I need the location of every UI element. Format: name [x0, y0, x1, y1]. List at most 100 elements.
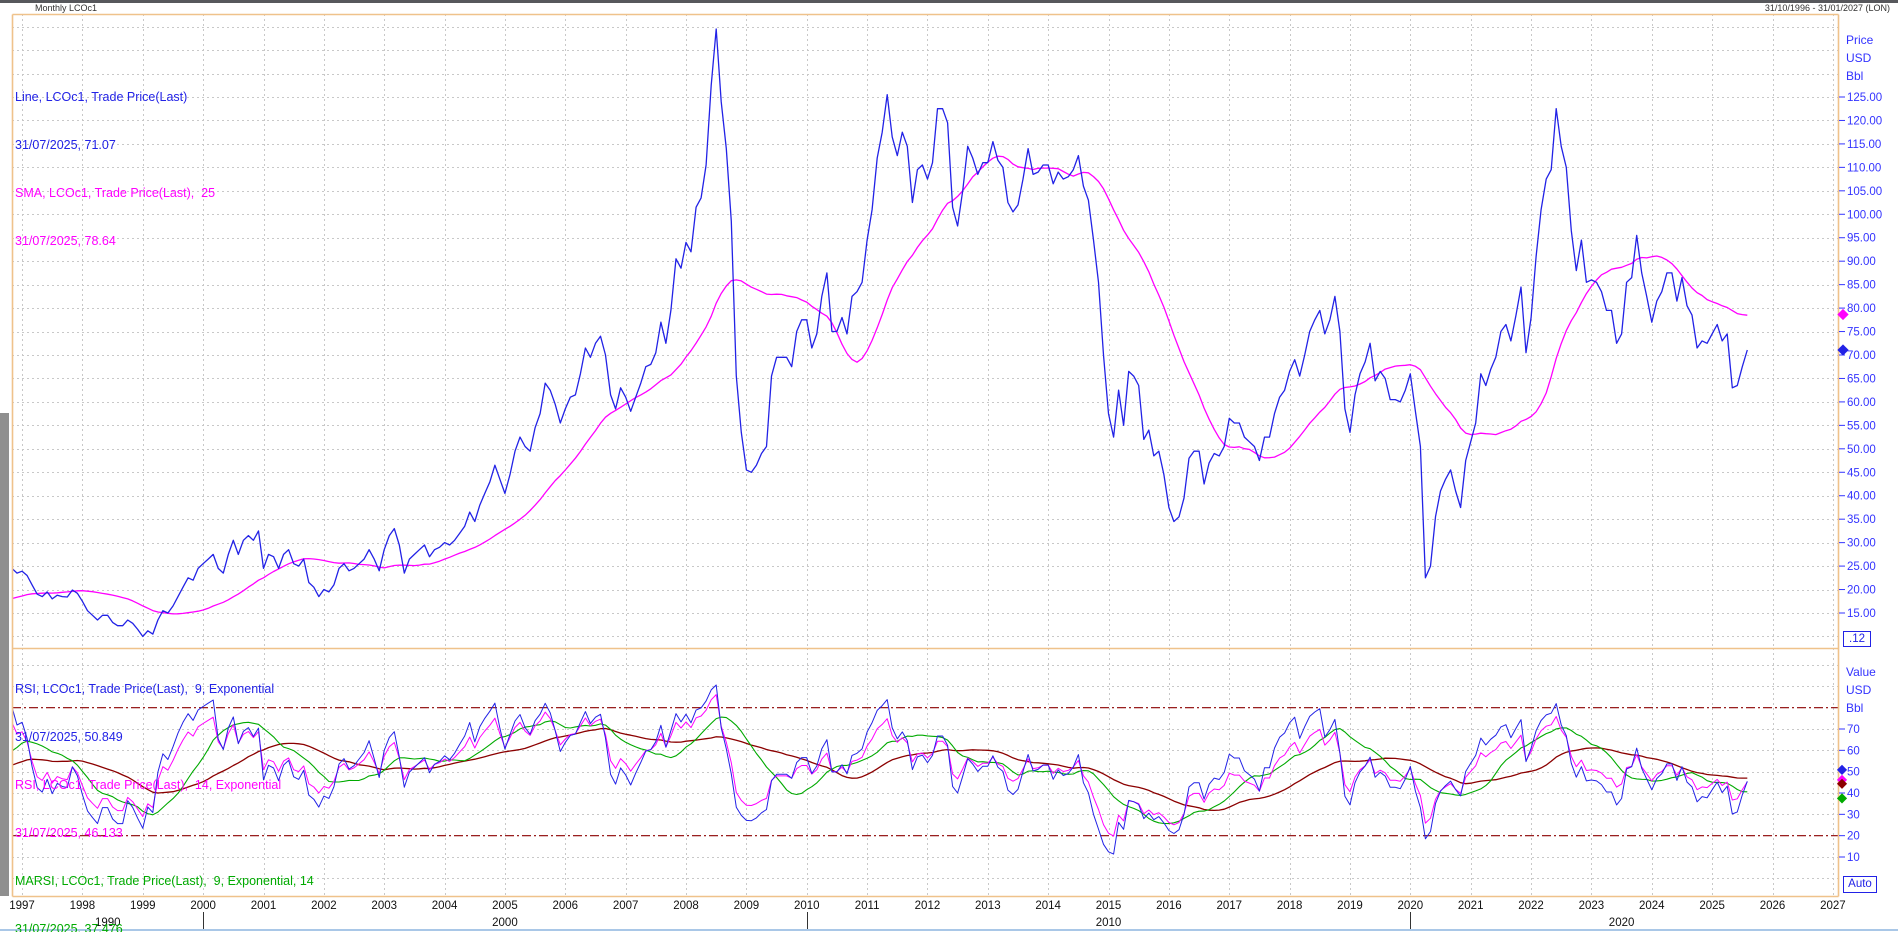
rsi-tick-label: 40 [1847, 788, 1860, 800]
year-label: 2006 [553, 900, 579, 912]
rsi-axis-title: USD [1846, 683, 1872, 697]
year-label: 2009 [734, 900, 760, 912]
year-label: 2021 [1458, 900, 1484, 912]
price-tick-label: 95.00 [1847, 233, 1876, 245]
year-label: 2013 [975, 900, 1001, 912]
rsi-last-marker [1836, 764, 1848, 775]
rsi14-line [12, 694, 1748, 837]
price-tick-label: 15.00 [1847, 608, 1876, 620]
year-label: 2026 [1760, 900, 1786, 912]
decade-label: 2000 [492, 917, 518, 929]
price-last-marker [1837, 344, 1849, 356]
year-label: 2001 [251, 900, 277, 912]
price-tick-label: 40.00 [1847, 491, 1876, 503]
year-label: 2002 [311, 900, 337, 912]
price-tick-label: 65.00 [1847, 373, 1876, 385]
price-tick-label: 75.00 [1847, 327, 1876, 339]
year-label: 2025 [1699, 900, 1725, 912]
year-label: 2015 [1096, 900, 1122, 912]
price-tick-label: 90.00 [1847, 256, 1876, 268]
year-label: 2003 [371, 900, 397, 912]
price-axis-title: Price [1846, 33, 1874, 47]
year-label: 2022 [1518, 900, 1544, 912]
rsi14-legend-value: 31/07/2025, 46.133 [15, 826, 123, 840]
year-label: 2018 [1277, 900, 1303, 912]
rsi9-legend-label[interactable]: RSI, LCOc1, Trade Price(Last), 9, Expone… [15, 682, 275, 696]
year-label: 2024 [1639, 900, 1665, 912]
rsi9-legend-value: 31/07/2025, 50.849 [15, 730, 123, 744]
price-tick-label: 70.00 [1847, 350, 1876, 362]
price-tick-label: 100.00 [1847, 209, 1882, 221]
price-tick-label: 105.00 [1847, 186, 1882, 198]
marsi9-legend-value: 31/07/2025, 37.476 [15, 922, 123, 932]
rsi-axis-title: Value [1846, 665, 1876, 679]
rsi-axis-title: Bbl [1846, 701, 1863, 715]
price-tick-label: 55.00 [1847, 420, 1876, 432]
rsi14-legend-label[interactable]: RSI, LCOc1, Trade Price(Last), 14, Expon… [15, 778, 282, 792]
price-last-marker [1837, 308, 1849, 321]
price-axis-title: Bbl [1846, 69, 1863, 83]
year-label: 2007 [613, 900, 639, 912]
marsi9-legend-label[interactable]: MARSI, LCOc1, Trade Price(Last), 9, Expo… [15, 874, 314, 888]
price-tick-label: 60.00 [1847, 397, 1876, 409]
price-tick-label: 80.00 [1847, 303, 1876, 315]
rsi-tick-label: 50 [1847, 767, 1860, 779]
price-legend-line-label[interactable]: Line, LCOc1, Trade Price(Last) [15, 90, 188, 104]
price-legend-sma-value: 31/07/2025, 78.64 [15, 234, 116, 248]
year-label: 2012 [915, 900, 941, 912]
chart-date-range: 31/10/1996 - 31/01/2027 (LON) [1764, 3, 1890, 13]
price-tick-label: 45.00 [1847, 467, 1876, 479]
price-tick-label: 120.00 [1847, 115, 1882, 127]
price-axis-title: USD [1846, 51, 1872, 65]
price-legend-sma-label[interactable]: SMA, LCOc1, Trade Price(Last), 25 [15, 186, 216, 200]
price-tick-label: 85.00 [1847, 280, 1876, 292]
price-tick-label: 110.00 [1847, 162, 1881, 174]
price-tick-label: 50.00 [1847, 444, 1876, 456]
rsi-last-marker [1836, 778, 1848, 789]
year-label: 2000 [190, 900, 216, 912]
year-label: 2016 [1156, 900, 1182, 912]
marsi14-line [12, 727, 1748, 812]
year-label: 2008 [673, 900, 699, 912]
rsi-tick-label: 70 [1847, 724, 1860, 736]
year-label: 2019 [1337, 900, 1363, 912]
price-tick-label: 20.00 [1847, 585, 1876, 597]
window-top-edge [0, 0, 1898, 3]
price-tick-label: 125.00 [1847, 92, 1882, 104]
rsi9-line [12, 684, 1748, 855]
marsi9-line [12, 716, 1748, 825]
price-tick-label: 35.00 [1847, 514, 1876, 526]
rsi-tick-label: 60 [1847, 745, 1860, 757]
year-label: 1997 [9, 900, 35, 912]
price-legend: Line, LCOc1, Trade Price(Last) 31/07/202… [15, 57, 215, 281]
auto-scale-button[interactable]: Auto [1843, 876, 1877, 893]
year-label: 1999 [130, 900, 156, 912]
last-interval-box: .12 [1843, 631, 1871, 647]
year-label: 2004 [432, 900, 458, 912]
decade-label: 2010 [1096, 917, 1122, 929]
price-tick-label: 30.00 [1847, 538, 1876, 550]
left-panel-handle[interactable] [0, 413, 9, 896]
year-label: 2023 [1579, 900, 1605, 912]
panel-borders [11, 13, 1840, 898]
rsi-legend: RSI, LCOc1, Trade Price(Last), 9, Expone… [15, 649, 321, 932]
rsi-tick-label: 30 [1847, 809, 1860, 821]
year-label: 1998 [70, 900, 96, 912]
year-label: 2027 [1820, 900, 1846, 912]
chart-title: Monthly LCOc1 [35, 3, 98, 13]
rsi-tick-label: 10 [1847, 852, 1860, 864]
rsi-last-marker [1836, 793, 1848, 804]
sma-line [12, 155, 1748, 615]
price-tick-label: 115.00 [1847, 139, 1881, 151]
year-label: 2017 [1216, 900, 1242, 912]
year-label: 2010 [794, 900, 820, 912]
decade-label: 2020 [1609, 917, 1635, 929]
price-tick-label: 25.00 [1847, 561, 1876, 573]
year-label: 2005 [492, 900, 518, 912]
rsi-tick-label: 20 [1847, 831, 1860, 843]
window-bottom-edge [0, 929, 1898, 931]
price-legend-line-value: 31/07/2025, 71.07 [15, 138, 116, 152]
year-label: 2014 [1035, 900, 1061, 912]
